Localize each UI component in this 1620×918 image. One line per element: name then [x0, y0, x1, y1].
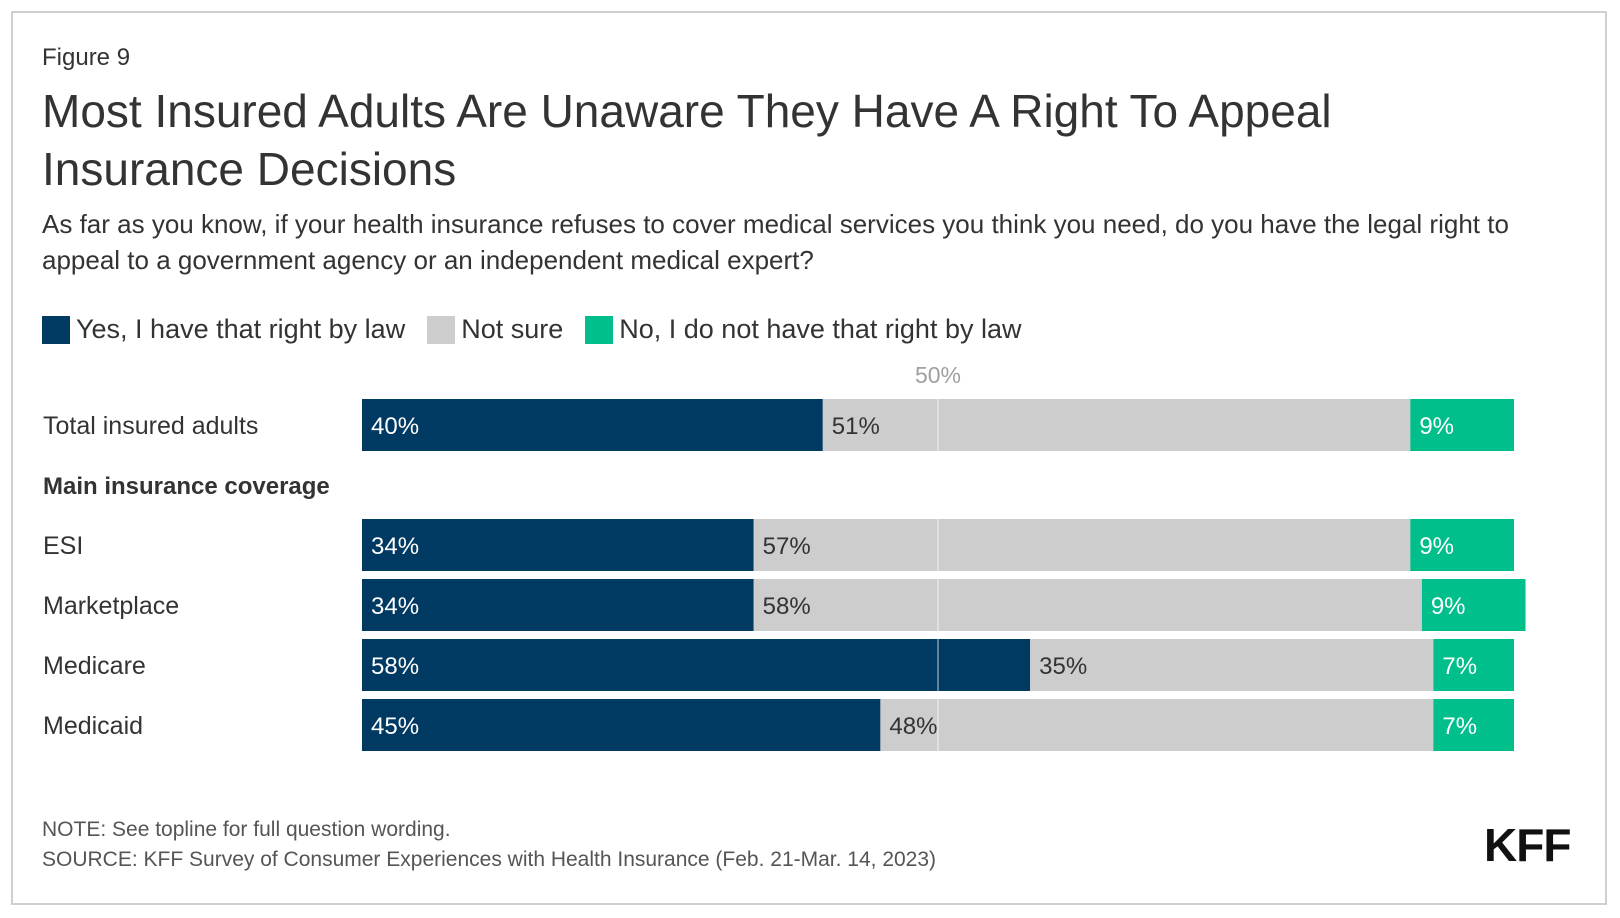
data-label-marketplace-no: 9%	[1431, 593, 1466, 620]
data-label-total-insured-adults-yes: 40%	[371, 413, 419, 440]
bar-esi-not-sure	[753, 519, 1411, 571]
chart-frame	[11, 11, 1607, 905]
data-label-marketplace-not-sure: 58%	[763, 593, 811, 620]
bar-medicare-not-sure	[1030, 639, 1434, 691]
bar-marketplace-yes	[362, 579, 754, 631]
data-label-medicaid-not-sure: 48%	[889, 713, 937, 740]
chart-title: Most Insured Adults Are Unaware They Hav…	[42, 85, 1332, 195]
row-label-esi: ESI	[43, 532, 83, 560]
legend-label-not-sure: Not sure	[461, 314, 564, 344]
legend-item-yes: Yes, I have that right by law	[42, 314, 405, 345]
legend-swatch-no	[585, 315, 614, 344]
data-label-total-insured-adults-no: 9%	[1419, 413, 1454, 440]
bar-esi-yes	[362, 519, 754, 571]
data-label-medicare-yes: 58%	[371, 653, 419, 680]
bar-esi-no	[1410, 519, 1514, 571]
bar-marketplace-not-sure	[753, 579, 1422, 631]
data-label-esi-no: 9%	[1419, 533, 1454, 560]
figure-label: Figure 9	[42, 44, 131, 71]
legend-swatch-not-sure	[427, 315, 456, 344]
bar-medicaid-no	[1433, 699, 1514, 751]
chart-note: NOTE: See topline for full question word…	[42, 818, 451, 841]
reference-line-label: 50%	[915, 362, 961, 388]
bar-medicaid-yes	[362, 699, 881, 751]
bar-total-insured-adults-no	[1410, 399, 1514, 451]
bar-medicaid-not-sure	[880, 699, 1434, 751]
row-label-medicare: Medicare	[43, 652, 146, 680]
bar-medicare-no	[1433, 639, 1514, 691]
legend-swatch-yes	[42, 315, 70, 344]
bar-marketplace-no	[1421, 579, 1526, 631]
data-label-medicare-not-sure: 35%	[1039, 653, 1087, 680]
legend: Yes, I have that right by law Not sure N…	[42, 314, 1043, 345]
section-header: Main insurance coverage	[43, 473, 330, 500]
data-label-esi-not-sure: 57%	[763, 533, 811, 560]
data-label-medicaid-no: 7%	[1442, 713, 1477, 740]
bar-total-insured-adults-yes	[362, 399, 823, 451]
legend-item-not-sure: Not sure	[427, 314, 563, 345]
data-label-esi-yes: 34%	[371, 533, 419, 560]
row-label-marketplace: Marketplace	[43, 592, 179, 620]
row-label-medicaid: Medicaid	[43, 712, 143, 740]
legend-item-no: No, I do not have that right by law	[585, 314, 1021, 345]
data-label-medicaid-yes: 45%	[371, 713, 419, 740]
row-label-total-insured-adults: Total insured adults	[43, 412, 258, 440]
chart-subtitle: As far as you know, if your health insur…	[42, 209, 1509, 275]
legend-label-yes: Yes, I have that right by law	[76, 314, 406, 344]
data-label-medicare-no: 7%	[1442, 653, 1477, 680]
kff-logo: KFF	[1484, 819, 1571, 871]
bar-total-insured-adults-not-sure	[822, 399, 1411, 451]
chart-source: SOURCE: KFF Survey of Consumer Experienc…	[42, 848, 937, 871]
data-label-marketplace-yes: 34%	[371, 593, 419, 620]
legend-label-no: No, I do not have that right by law	[619, 314, 1022, 344]
bar-medicare-yes	[362, 639, 1031, 691]
data-label-total-insured-adults-not-sure: 51%	[832, 413, 880, 440]
